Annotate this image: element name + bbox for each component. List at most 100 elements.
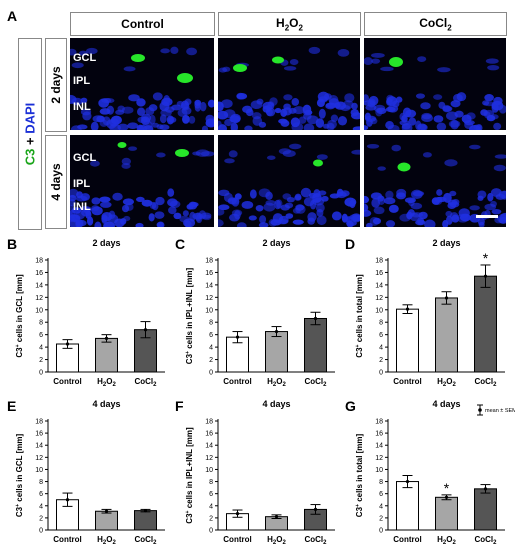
nucleus bbox=[331, 211, 342, 221]
nucleus bbox=[115, 109, 125, 115]
nucleus bbox=[491, 208, 502, 215]
nucleus bbox=[487, 192, 494, 202]
nucleus bbox=[292, 219, 304, 225]
nucleus bbox=[376, 107, 387, 115]
bar-h2o2 bbox=[435, 297, 458, 373]
panel-label-a: A bbox=[7, 8, 18, 24]
nucleus bbox=[218, 208, 225, 216]
nucleus bbox=[224, 158, 235, 164]
stain-dapi-label: DAPI bbox=[22, 102, 38, 134]
y-tick-label: 0 bbox=[379, 528, 383, 535]
mean-dot bbox=[235, 512, 240, 516]
column-header-control: Control bbox=[70, 12, 215, 36]
y-axis-label: C3+ cells in GCL [mm] bbox=[15, 434, 24, 518]
nucleus bbox=[176, 100, 184, 107]
nucleus bbox=[148, 213, 155, 222]
mean-dot bbox=[405, 307, 410, 311]
x-tick-label: H2O2 bbox=[267, 377, 286, 388]
nucleus bbox=[75, 195, 88, 202]
nucleus bbox=[366, 222, 373, 227]
nucleus bbox=[364, 195, 370, 204]
nucleus bbox=[291, 97, 300, 106]
nucleus bbox=[99, 196, 111, 203]
nucleus bbox=[135, 222, 144, 227]
nucleus bbox=[90, 160, 100, 167]
y-tick-label: 14 bbox=[35, 443, 43, 450]
nucleus bbox=[71, 62, 84, 69]
x-tick-label: CoCl2 bbox=[304, 535, 327, 546]
nucleus bbox=[228, 150, 238, 158]
nucleus bbox=[241, 200, 254, 209]
nucleus bbox=[364, 203, 369, 212]
nucleus bbox=[307, 217, 316, 225]
nucleus bbox=[70, 94, 77, 104]
nucleus bbox=[156, 152, 166, 158]
x-tick-label: H2O2 bbox=[437, 377, 456, 388]
c3-signal bbox=[389, 57, 403, 67]
panel-label-d: D bbox=[345, 236, 356, 252]
nucleus bbox=[495, 193, 506, 200]
y-tick-label: 8 bbox=[209, 320, 213, 327]
nucleus bbox=[288, 107, 297, 114]
nucleus bbox=[121, 163, 131, 169]
nucleus bbox=[123, 66, 136, 72]
nucleus bbox=[91, 205, 100, 211]
nucleus bbox=[369, 216, 380, 226]
nucleus bbox=[408, 117, 417, 126]
y-tick-label: 0 bbox=[209, 528, 213, 535]
x-tick-label: CoCl2 bbox=[134, 535, 157, 546]
nucleus bbox=[206, 119, 214, 127]
nucleus bbox=[166, 115, 174, 125]
nucleus bbox=[280, 108, 288, 117]
nucleus bbox=[274, 107, 282, 114]
nucleus bbox=[289, 143, 302, 150]
panel-label-b: B bbox=[7, 236, 18, 252]
y-tick-label: 14 bbox=[205, 282, 213, 289]
y-tick-label: 4 bbox=[209, 503, 213, 510]
nucleus bbox=[433, 115, 444, 123]
nucleus bbox=[179, 215, 190, 223]
y-tick-label: 16 bbox=[35, 431, 43, 438]
y-tick-label: 10 bbox=[375, 467, 383, 474]
nucleus bbox=[167, 188, 175, 197]
chart-d: 2 days C3+ cells in total [mm] 0 2 4 6 8 10 12 14… bbox=[355, 238, 505, 388]
y-tick-label: 10 bbox=[35, 467, 43, 474]
nucleus bbox=[399, 213, 411, 222]
y-tick-label: 0 bbox=[39, 528, 43, 535]
nucleus bbox=[364, 94, 369, 103]
y-tick-label: 0 bbox=[209, 370, 213, 377]
nucleus bbox=[137, 116, 148, 124]
y-tick-label: 18 bbox=[375, 419, 383, 426]
stain-c3-label: C3 bbox=[22, 148, 38, 166]
nucleus bbox=[385, 220, 396, 227]
nucleus bbox=[181, 106, 192, 115]
y-tick-label: 4 bbox=[39, 345, 43, 352]
nucleus bbox=[484, 203, 497, 211]
nucleus bbox=[163, 95, 171, 106]
y-axis-label: C3+ cells in IPL+INL [mm] bbox=[185, 267, 194, 364]
x-tick-label: CoCl2 bbox=[304, 377, 327, 388]
y-tick-label: 10 bbox=[205, 467, 213, 474]
nucleus bbox=[352, 126, 360, 130]
nucleus bbox=[364, 209, 372, 217]
bar-cocl2 bbox=[474, 488, 497, 531]
x-tick-label: Control bbox=[393, 377, 421, 386]
nucleus bbox=[449, 190, 457, 197]
nucleus bbox=[258, 222, 269, 227]
nucleus bbox=[188, 115, 196, 124]
nucleus bbox=[250, 100, 263, 110]
micrograph-texture bbox=[364, 52, 506, 130]
y-tick-label: 18 bbox=[205, 258, 213, 265]
nucleus bbox=[437, 67, 451, 73]
nucleus bbox=[303, 123, 315, 130]
y-tick-label: 16 bbox=[375, 431, 383, 438]
nucleus bbox=[483, 111, 491, 119]
bar-h2o2 bbox=[265, 331, 288, 373]
nucleus bbox=[494, 216, 504, 224]
nucleus bbox=[396, 192, 406, 200]
nucleus bbox=[259, 215, 267, 224]
y-tick-label: 12 bbox=[35, 295, 43, 302]
nucleus bbox=[244, 125, 253, 130]
bar-h2o2 bbox=[435, 496, 458, 531]
nucleus bbox=[327, 119, 337, 129]
